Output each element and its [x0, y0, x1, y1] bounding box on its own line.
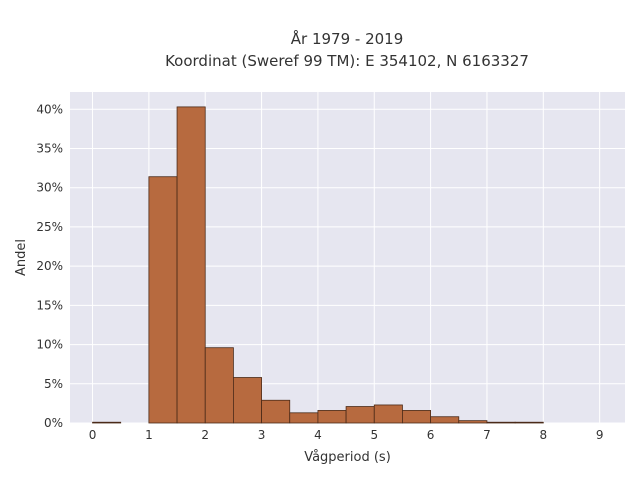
histogram-bar-11 — [402, 410, 432, 424]
x-tick-label-7: 7 — [483, 428, 491, 442]
x-tick-label-1: 1 — [145, 428, 153, 442]
x-tick-label-4: 4 — [314, 428, 322, 442]
histogram-bar-14 — [486, 421, 516, 424]
y-tick-label-4: 20% — [36, 259, 63, 273]
histogram-bar-10 — [373, 404, 403, 424]
histogram-bar-7 — [289, 412, 319, 424]
histogram-bar-8 — [317, 410, 347, 424]
x-tick-label-0: 0 — [89, 428, 97, 442]
x-tick-label-8: 8 — [539, 428, 547, 442]
histogram-bar-3 — [176, 106, 206, 424]
x-tick-label-9: 9 — [596, 428, 604, 442]
y-tick-label-3: 15% — [36, 298, 63, 312]
histogram-bar-0 — [92, 421, 122, 424]
histogram-bar-9 — [345, 406, 375, 424]
histogram-bar-15 — [514, 421, 544, 424]
histogram-bar-2 — [148, 176, 178, 424]
x-tick-label-5: 5 — [370, 428, 378, 442]
y-axis-title: Andel — [14, 239, 29, 276]
y-tick-label-5: 25% — [36, 220, 63, 234]
histogram-bar-12 — [430, 416, 460, 424]
x-tick-label-2: 2 — [201, 428, 209, 442]
chart-title: År 1979 - 2019 Koordinat (Sweref 99 TM):… — [0, 28, 640, 72]
y-tick-label-7: 35% — [36, 141, 63, 155]
histogram-bar-5 — [233, 377, 262, 424]
chart-title-line-2: Koordinat (Sweref 99 TM): E 354102, N 61… — [165, 52, 529, 70]
x-tick-label-3: 3 — [258, 428, 266, 442]
y-tick-labels: 0% 5% 10% 15% 20% 25% 30% 35% 40% — [36, 102, 63, 430]
y-tick-label-1: 5% — [44, 377, 63, 391]
y-tick-label-8: 40% — [36, 102, 63, 116]
x-tick-label-6: 6 — [427, 428, 435, 442]
bars — [92, 106, 544, 424]
chart-title-line-1: År 1979 - 2019 — [290, 30, 404, 48]
y-tick-label-6: 30% — [36, 181, 63, 195]
histogram-bar-4 — [204, 347, 234, 424]
x-axis-title: Vågperiod (s) — [304, 450, 391, 465]
histogram-bar-6 — [261, 399, 291, 424]
x-tick-labels: 0 1 2 3 4 5 6 7 8 9 — [89, 428, 604, 442]
histogram-bar-13 — [458, 420, 488, 424]
y-tick-label-2: 10% — [36, 338, 63, 352]
y-tick-label-0: 0% — [44, 416, 63, 430]
